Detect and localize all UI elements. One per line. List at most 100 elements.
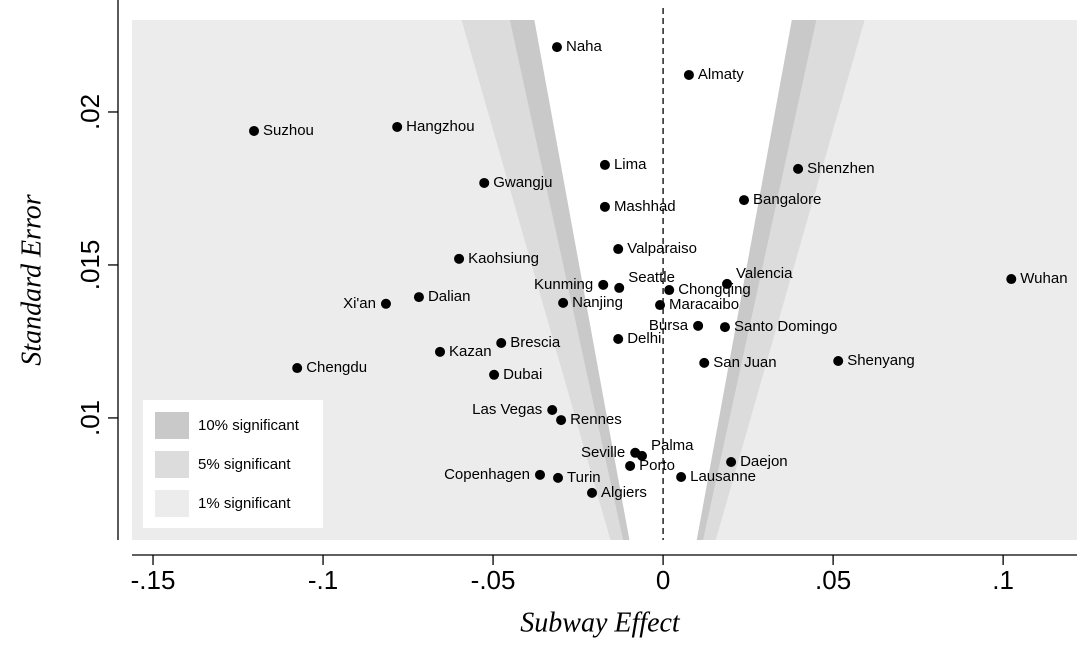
point-label: Seville <box>581 444 625 461</box>
point-label: Lima <box>614 156 647 173</box>
data-point <box>413 292 424 303</box>
y-tick-label: .015 <box>75 240 105 291</box>
point-label: Porto <box>639 457 675 474</box>
x-tick-label: 0 <box>656 565 670 595</box>
point-label: Gwangju <box>493 174 552 191</box>
data-point <box>655 300 666 311</box>
data-point <box>676 471 687 482</box>
data-point <box>739 195 750 206</box>
data-point <box>534 469 545 480</box>
point-label: Kaohsiung <box>468 250 539 267</box>
data-point <box>1006 274 1017 285</box>
point-label: Palma <box>651 437 694 454</box>
point-label: Brescia <box>510 334 561 351</box>
legend-swatch <box>155 412 189 439</box>
x-tick-label: -.1 <box>308 565 338 595</box>
point-label: Mashhad <box>614 198 676 215</box>
significance-band <box>703 20 865 540</box>
x-tick-label: .05 <box>815 565 851 595</box>
significance-band <box>696 20 817 540</box>
data-point <box>496 337 507 348</box>
point-label: Daejon <box>740 453 788 470</box>
point-label: Copenhagen <box>444 466 530 483</box>
point-label: Chongqing <box>678 281 751 298</box>
data-point <box>625 460 636 471</box>
point-label: Delhi <box>627 330 661 347</box>
data-point <box>613 333 624 344</box>
data-point <box>435 346 446 357</box>
data-point <box>637 450 648 461</box>
data-point <box>599 201 610 212</box>
x-tick-label: -.05 <box>471 565 516 595</box>
data-point <box>551 42 562 53</box>
significance-band <box>461 20 624 540</box>
point-label: Lausanne <box>690 468 756 485</box>
point-label: Almaty <box>698 66 744 83</box>
point-label: Maracaibo <box>669 296 739 313</box>
point-label: Xi'an <box>343 295 376 312</box>
data-point <box>613 244 624 255</box>
data-point <box>726 456 737 467</box>
point-label: Wuhan <box>1020 270 1067 287</box>
point-label: Chengdu <box>306 359 367 376</box>
point-label: Nanjing <box>572 294 623 311</box>
point-label: Shenyang <box>847 352 915 369</box>
x-tick-label: -.15 <box>131 565 176 595</box>
x-tick-label: .1 <box>992 565 1014 595</box>
data-point <box>454 253 465 264</box>
point-label: Valencia <box>736 265 793 282</box>
point-label: Algiers <box>601 484 647 501</box>
point-label: Dalian <box>428 288 471 305</box>
data-point <box>556 415 567 426</box>
data-point <box>553 472 564 483</box>
data-point <box>598 279 609 290</box>
point-label: Turin <box>567 469 601 486</box>
data-point <box>722 278 733 289</box>
point-label: Rennes <box>570 411 622 428</box>
point-label: San Juan <box>713 354 776 371</box>
data-point <box>479 177 490 188</box>
data-point <box>392 121 403 132</box>
point-label: Santo Domingo <box>734 318 837 335</box>
legend-label: 10% significant <box>198 417 300 434</box>
data-point <box>699 357 710 368</box>
point-label: Seattle <box>628 269 675 286</box>
y-tick-label: .02 <box>75 94 105 130</box>
data-point <box>599 159 610 170</box>
point-label: Dubai <box>503 366 542 383</box>
data-point <box>683 69 694 80</box>
point-label: Shenzhen <box>807 160 875 177</box>
legend-label: 1% significant <box>198 495 291 512</box>
data-point <box>833 356 844 367</box>
point-label: Bursa <box>649 317 689 334</box>
data-point <box>693 320 704 331</box>
data-point <box>793 163 804 174</box>
y-tick-label: .01 <box>75 400 105 436</box>
point-label: Kazan <box>449 343 492 360</box>
data-point <box>614 282 625 293</box>
data-point <box>292 363 303 374</box>
x-axis-label: Subway Effect <box>520 607 681 638</box>
data-point <box>664 285 675 296</box>
point-label: Valparaiso <box>627 240 697 257</box>
point-label: Bangalore <box>753 191 821 208</box>
point-label: Suzhou <box>263 122 314 139</box>
point-label: Las Vegas <box>472 401 542 418</box>
legend-swatch <box>155 451 189 478</box>
point-label: Kunming <box>534 276 593 293</box>
data-point <box>558 297 569 308</box>
data-point <box>587 487 598 498</box>
significance-band <box>509 20 630 540</box>
data-point <box>547 404 558 415</box>
data-point <box>719 322 730 333</box>
y-axis-label: Standard Error <box>16 194 47 365</box>
legend-label: 5% significant <box>198 456 291 473</box>
data-point <box>380 298 391 309</box>
legend-swatch <box>155 490 189 517</box>
point-label: Naha <box>566 38 603 55</box>
point-label: Hangzhou <box>406 118 474 135</box>
data-point <box>249 125 260 136</box>
data-point <box>489 369 500 380</box>
